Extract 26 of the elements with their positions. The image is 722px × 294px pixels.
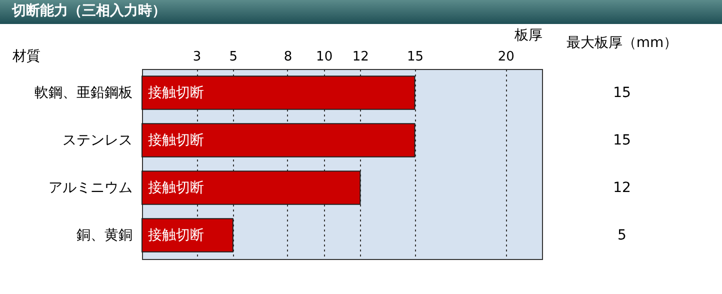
x-tick-label: 12 bbox=[352, 50, 369, 64]
bar bbox=[142, 123, 416, 158]
annotation: 接触切断 bbox=[148, 132, 204, 148]
x-tick-label: 8 bbox=[284, 50, 292, 64]
x-tick-label: 3 bbox=[192, 50, 202, 64]
y-tick-label: 銅、黄銅 bbox=[76, 227, 132, 244]
bar bbox=[142, 76, 416, 110]
x-tick-label: 10 bbox=[316, 50, 333, 64]
text: 最大板厚（mm） bbox=[566, 35, 678, 51]
data-label: 15 bbox=[613, 132, 631, 148]
x-axis-title: 板厚 bbox=[514, 28, 542, 44]
data-label: 15 bbox=[613, 84, 631, 101]
x-tick-label: 5 bbox=[229, 50, 238, 64]
y-tick-label: アルミニウム bbox=[48, 180, 132, 196]
x-tick-label: 15 bbox=[406, 50, 424, 64]
annotation: 接触切断 bbox=[148, 227, 204, 244]
data-label: 12 bbox=[613, 180, 631, 196]
y-axis-title: 材質 bbox=[12, 48, 40, 64]
annotation: 接触切断 bbox=[148, 84, 204, 101]
annotation: 接触切断 bbox=[148, 180, 204, 196]
bar bbox=[142, 170, 361, 205]
y-tick-label: ステンレス bbox=[62, 132, 132, 148]
x-tick-label: 20 bbox=[498, 50, 514, 64]
chart-title: 切断能力（三相入力時） bbox=[11, 3, 166, 19]
y-tick-label: 軟鋼、亜鉛鋼板 bbox=[34, 84, 132, 101]
data-label: 5 bbox=[618, 227, 626, 244]
